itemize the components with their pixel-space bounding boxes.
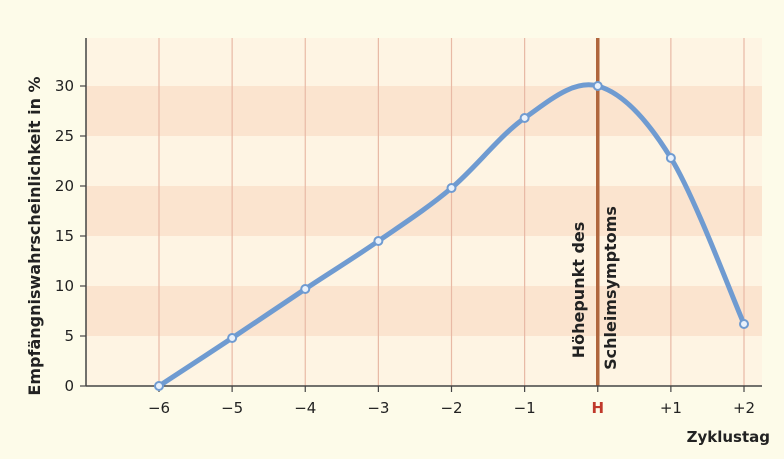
x-tick-label: −3	[367, 399, 389, 417]
background-band	[86, 38, 762, 86]
vertical-gridlines	[158, 38, 745, 386]
data-point-markers	[154, 81, 749, 391]
x-tick-label: −6	[148, 399, 170, 417]
x-axis-label: Zyklustag	[687, 428, 770, 446]
data-point	[592, 81, 603, 91]
background-band	[86, 286, 762, 336]
data-point	[665, 153, 676, 163]
peak-annotation-line-1: Höhepunkt des	[569, 222, 588, 359]
data-point	[227, 333, 238, 343]
x-tick-label: −2	[440, 399, 462, 417]
data-point	[373, 236, 384, 246]
data-point	[154, 381, 164, 391]
data-point	[519, 113, 530, 123]
x-tick-label: −5	[221, 399, 243, 417]
background-band	[86, 236, 762, 286]
background-band	[86, 136, 762, 186]
y-tick-label: 15	[55, 227, 74, 245]
x-tick-label: −4	[294, 399, 316, 417]
y-tick-label: 25	[55, 127, 74, 145]
background-band	[86, 336, 762, 386]
y-axis-label: Empfängniswahrscheinlichkeit in %	[25, 76, 44, 395]
x-tick-label: +2	[733, 399, 755, 417]
y-tick-label: 10	[55, 277, 74, 295]
data-point	[446, 183, 457, 193]
x-tick-label: −1	[514, 399, 536, 417]
peak-annotation-line-2: Schleimsymptoms	[601, 206, 620, 370]
data-point	[300, 284, 311, 294]
data-point	[739, 319, 749, 329]
x-tick-label: H	[591, 399, 604, 417]
y-tick-label: 0	[64, 377, 74, 395]
y-tick-label: 5	[64, 327, 74, 345]
y-tick-label: 30	[55, 77, 74, 95]
axes	[85, 38, 762, 387]
background-band	[86, 86, 762, 136]
x-axis-ticks: −6 −5 −4 −3 −2 −1 H +1 +2	[148, 386, 755, 417]
x-tick-label: +1	[660, 399, 682, 417]
y-tick-label: 20	[55, 177, 74, 195]
y-axis-ticks: 0 5 10 15 20 25 30	[55, 77, 86, 395]
